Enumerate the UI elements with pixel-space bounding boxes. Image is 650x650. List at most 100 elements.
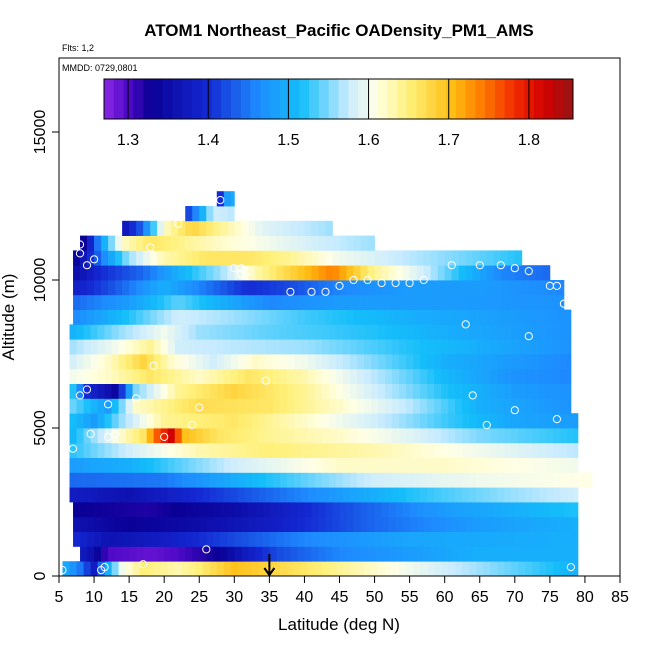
heatmap-cell [87,531,95,547]
heatmap-cell [321,368,330,384]
heatmap-cell [479,309,488,325]
heatmap-cell [444,516,453,532]
heatmap-cell [465,294,474,310]
heatmap-cell [350,398,358,414]
heatmap-cell [171,235,179,251]
heatmap-cell [297,280,305,296]
heatmap-cell [553,324,561,340]
heatmap-cell [364,368,372,384]
heatmap-cell [367,250,375,266]
heatmap-cell [192,294,200,310]
heatmap-cell [237,354,246,370]
heatmap-cell [416,546,425,562]
heatmap-cell [73,309,81,325]
heatmap-cell [146,339,155,355]
heatmap-cell [542,546,551,562]
heatmap-cell [178,265,186,281]
heatmap-cell [139,324,148,340]
heatmap-cell [511,561,519,577]
heatmap-cell [139,368,148,384]
heatmap-cell [430,280,439,296]
heatmap-cell [402,531,411,547]
heatmap-cell [178,502,186,518]
observation-point [286,287,295,296]
y-tick-label: 5000 [32,410,49,446]
heatmap-cell [237,398,246,414]
heatmap-cell [129,531,137,547]
heatmap-cell [80,265,88,281]
heatmap-cell [553,442,561,458]
heatmap-cell [167,413,176,429]
colorbar-cell [465,79,476,119]
heatmap-cell [378,457,386,473]
heatmap-cell [325,516,333,532]
heatmap-cell [143,502,151,518]
heatmap-cell [525,487,533,503]
heatmap-cell [104,442,112,458]
heatmap-cell [293,457,302,473]
heatmap-cell [539,383,547,399]
heatmap-cell [353,265,361,281]
heatmap-cell [300,457,309,473]
heatmap-cell [101,531,109,547]
heatmap-cell [574,472,582,488]
heatmap-cell [535,265,544,281]
heatmap-cell [286,472,295,488]
heatmap-cell [458,265,467,281]
heatmap-cell [83,383,91,399]
heatmap-cell [318,250,326,266]
heatmap-cell [371,561,379,577]
heatmap-cell [556,502,565,518]
heatmap-cell [279,354,288,370]
heatmap-cell [525,383,533,399]
observation-point [75,391,85,400]
heatmap-cell [97,324,105,340]
heatmap-cell [265,354,274,370]
heatmap-cell [350,561,358,577]
heatmap-cell [283,294,291,310]
x-tick-label: 80 [576,589,594,606]
heatmap-cell [181,487,190,503]
heatmap-cell [220,280,228,296]
heatmap-cell [167,324,176,340]
heatmap-cell [237,472,246,488]
heatmap-cell [455,472,463,488]
heatmap-cell [94,516,102,532]
heatmap-cell [539,442,547,458]
observation-point [496,261,505,270]
heatmap-cell [367,235,375,251]
heatmap-cell [150,546,158,562]
heatmap-cell [409,294,418,310]
heatmap-cell [101,265,109,281]
heatmap-cell [272,413,281,429]
heatmap-cell [343,339,351,355]
heatmap-cell [223,472,232,488]
heatmap-cell [567,428,575,444]
heatmap-cell [293,413,302,429]
heatmap-cell [385,457,393,473]
heatmap-cell [385,383,393,399]
heatmap-cell [343,368,351,384]
heatmap-cell [469,383,477,399]
heatmap-cell [514,280,523,296]
heatmap-cell [479,250,488,266]
heatmap-cell [437,531,446,547]
heatmap-cell [427,561,435,577]
heatmap-cell [455,428,463,444]
heatmap-cell [73,294,81,310]
heatmap-cell [227,531,235,547]
heatmap-cell [206,265,214,281]
heatmap-cell [406,413,414,429]
observation-point [482,420,491,430]
heatmap-cell [255,235,263,251]
heatmap-cell [73,250,81,266]
heatmap-cell [490,368,498,384]
heatmap-cell [216,561,225,577]
heatmap-cell [311,309,319,325]
heatmap-cell [132,413,141,429]
heatmap-cell [346,309,354,325]
x-tick-label: 70 [506,589,524,606]
heatmap-cell [262,502,270,518]
heatmap-cell [451,250,460,266]
heatmap-cell [276,235,284,251]
